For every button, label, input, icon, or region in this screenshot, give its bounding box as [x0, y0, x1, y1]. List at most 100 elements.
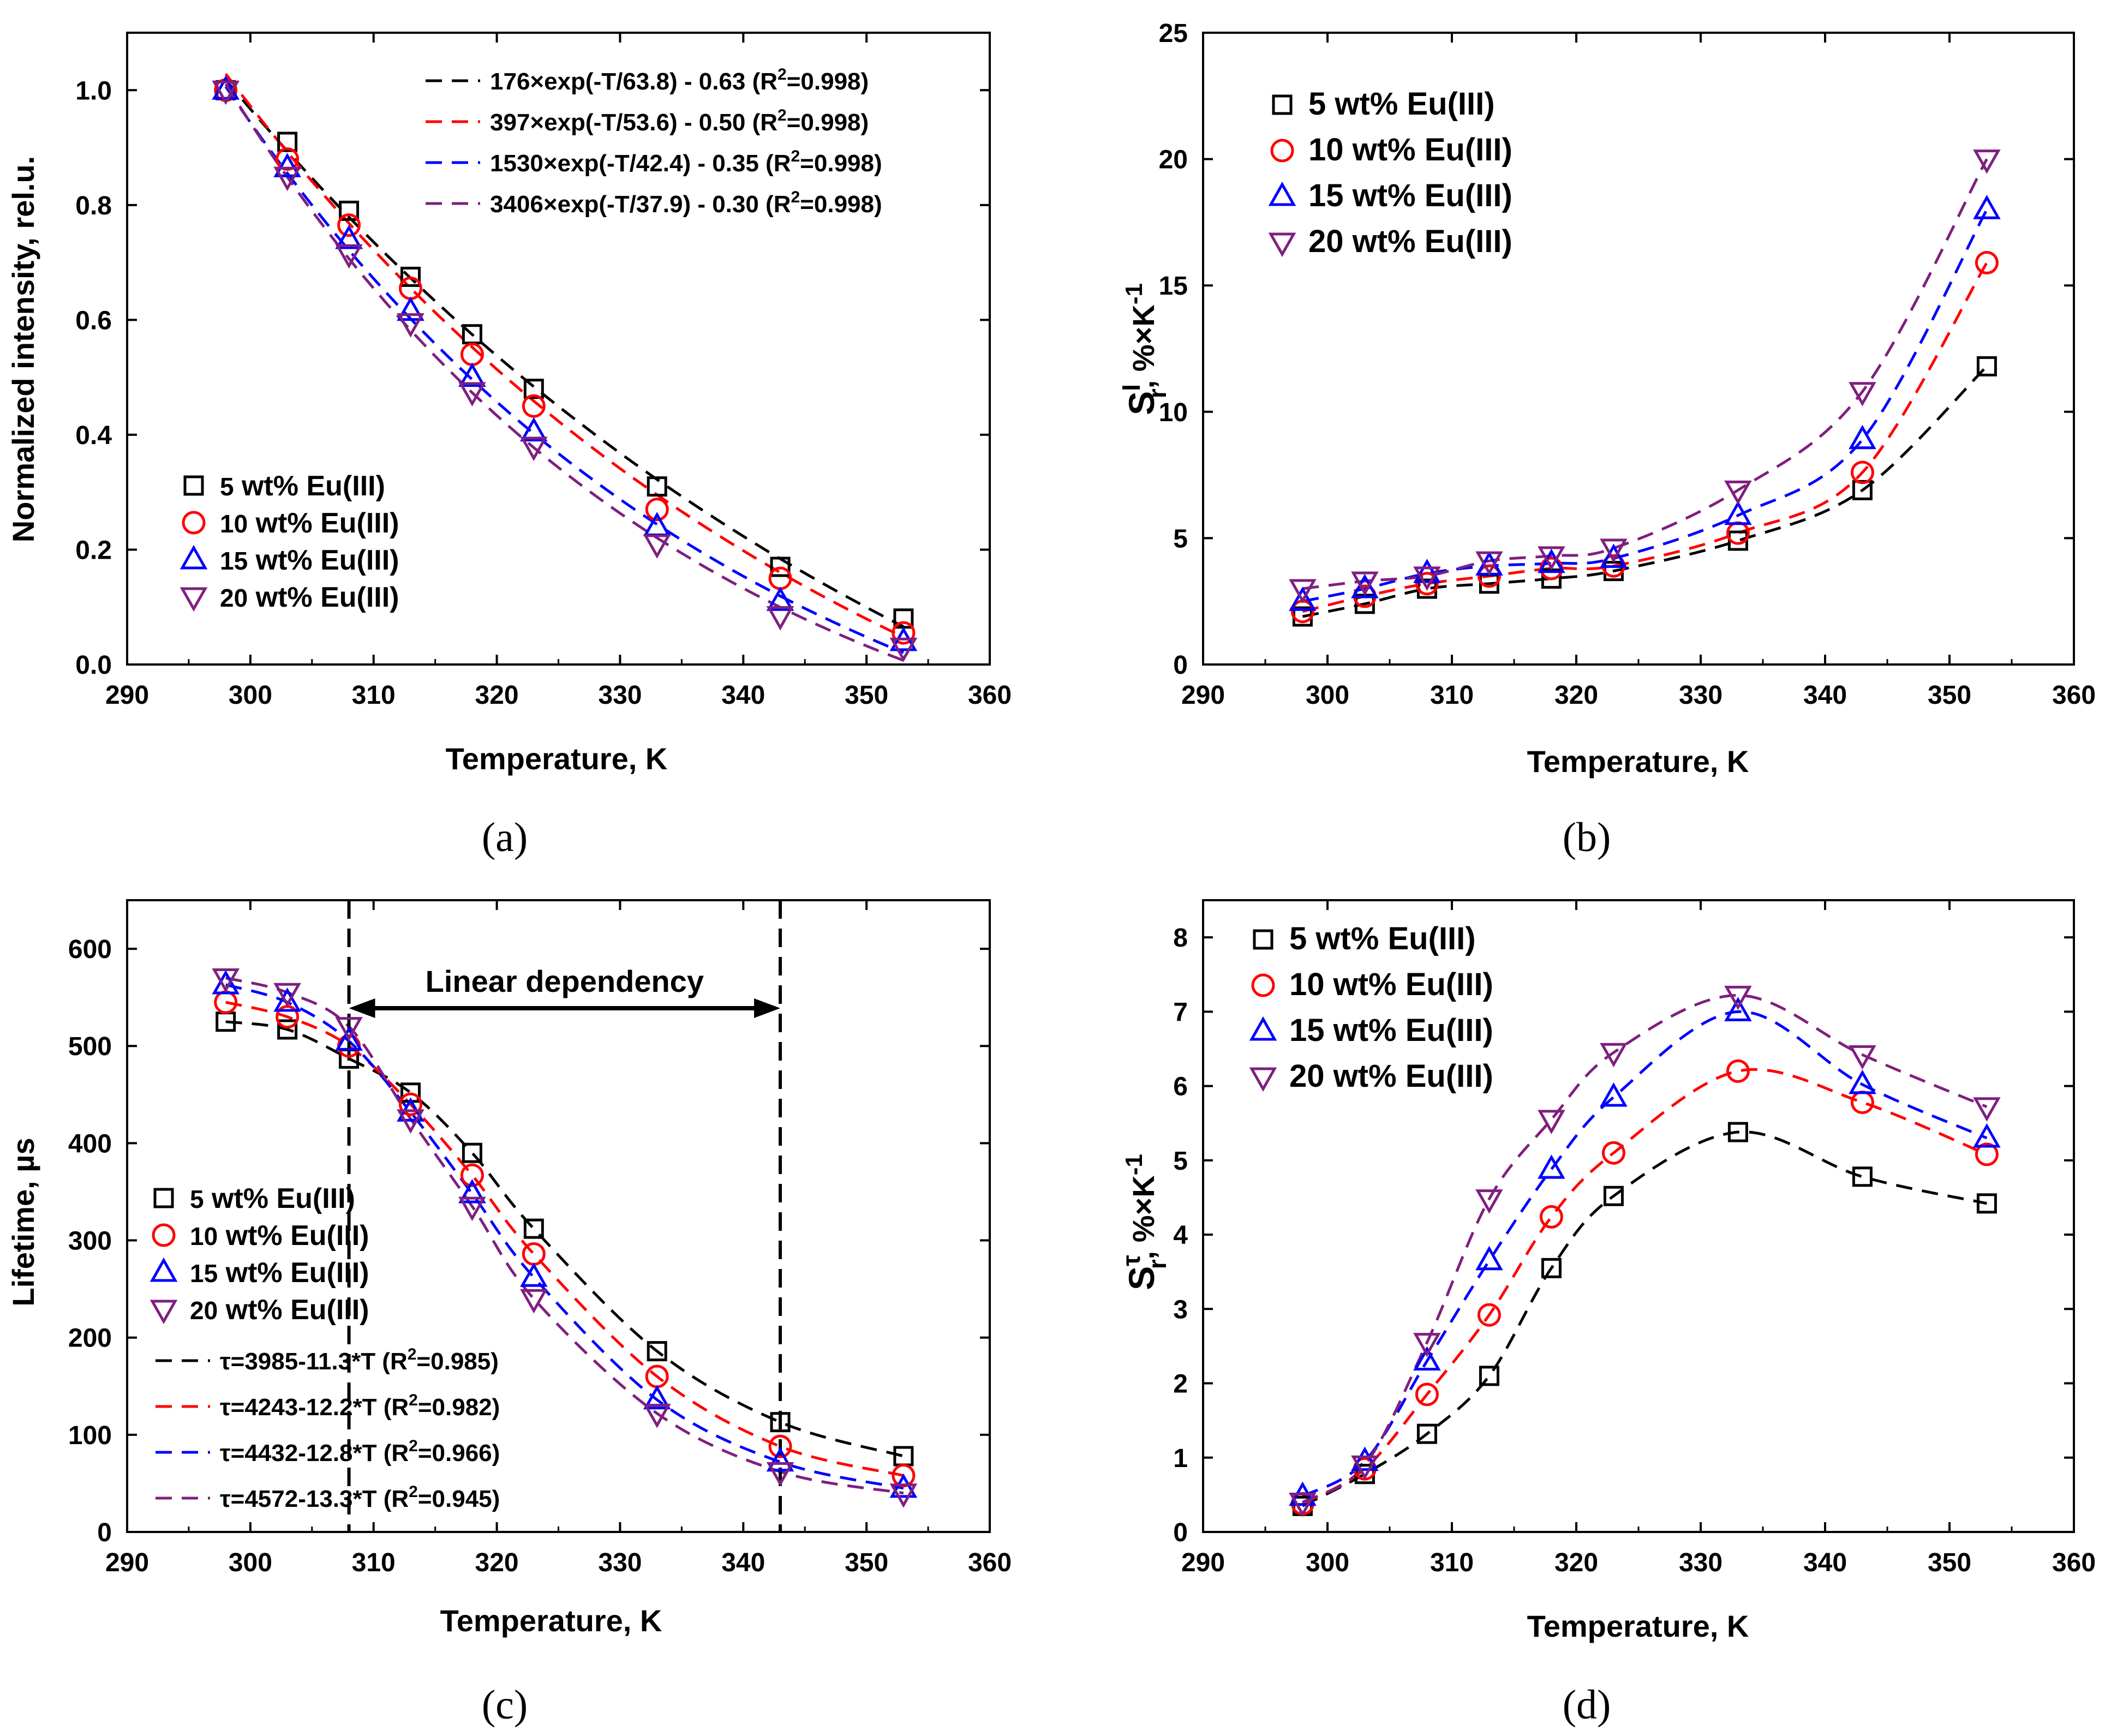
y-tick-label: 5	[1173, 1147, 1188, 1176]
x-tick-label: 300	[1306, 1548, 1349, 1577]
data-point	[1600, 1082, 1628, 1107]
data-point	[1976, 1193, 1997, 1214]
y-tick-label: 1.0	[75, 76, 112, 105]
data-point	[397, 1109, 424, 1134]
y-tick-label: 6	[1173, 1073, 1188, 1102]
data-point	[522, 394, 546, 418]
y-tick-label: 0	[97, 1518, 112, 1547]
y-tick-label: 300	[68, 1227, 112, 1256]
data-point	[1724, 500, 1752, 525]
legend-label-number: 10	[1289, 967, 1325, 1002]
x-tick-label: 340	[1803, 1548, 1847, 1577]
fit-equation-end: =0.982)	[418, 1394, 500, 1421]
legend-label: 5 wt% Eu(III)	[190, 1183, 355, 1214]
caption-letter: d	[1576, 1682, 1597, 1728]
panel-caption: (d)	[1563, 1682, 1611, 1728]
legend-marker	[149, 1257, 178, 1282]
fit-equation-sup: 2	[409, 1437, 418, 1455]
fit-curve	[1302, 1068, 1988, 1505]
y-tick-label: 20	[1159, 146, 1188, 175]
fit-curve	[225, 1001, 904, 1477]
caption-close: )	[1597, 1682, 1611, 1728]
data-point	[766, 1462, 794, 1487]
legend-label-number: 20	[1289, 1058, 1325, 1094]
legend-marker	[1249, 1016, 1277, 1041]
panel-d: 290 300 310 320 330 340 350 360 0 1 2 3 4 5 6 7 8 Tempera…	[1117, 899, 2096, 1728]
data-point	[1850, 460, 1874, 484]
fit-equation: τ=3985-11.3*T (R	[220, 1348, 408, 1375]
data-point	[458, 362, 486, 387]
x-tick-label: 340	[721, 1548, 765, 1577]
data-point	[520, 417, 548, 442]
y-axis-title: Normalized intensity, rel.u.	[6, 156, 40, 542]
data-point	[337, 213, 361, 237]
fit-equation-sup: 2	[791, 147, 800, 165]
data-point	[1475, 551, 1503, 576]
legend-label-text: wt% Eu(III)	[218, 1220, 369, 1252]
legend-label: 10 wt% Eu(III)	[220, 507, 399, 539]
caption-letter: c	[495, 1682, 514, 1728]
data-point	[273, 987, 301, 1012]
legend-marker	[1270, 139, 1294, 163]
data-point	[520, 1289, 548, 1314]
x-axis: 290 300 310 320 330 340 350 360	[1181, 900, 2096, 1577]
data-point	[768, 566, 792, 590]
data-point	[400, 266, 421, 287]
data-point	[212, 969, 240, 995]
y-title-superscript: τ	[1117, 1255, 1145, 1266]
y-tick-label: 400	[68, 1129, 112, 1158]
legend-label-text: wt% Eu(III)	[1325, 967, 1493, 1002]
fit-equation-end: =0.998)	[787, 109, 869, 136]
data-point	[1727, 1122, 1748, 1142]
fit-equation-sup: 2	[409, 1483, 418, 1501]
legend-label-number: 10	[1308, 132, 1344, 167]
x-tick-label: 300	[229, 681, 272, 710]
data-point	[766, 606, 794, 631]
data-point	[273, 983, 301, 1008]
data-point	[770, 556, 791, 577]
legend-label-number: 15	[190, 1259, 218, 1288]
legend-label-number: 15	[1289, 1013, 1325, 1048]
x-tick-label: 320	[1554, 1548, 1598, 1577]
data-point	[643, 1404, 671, 1428]
x-tick-label: 350	[845, 1548, 888, 1577]
fit-curve	[1302, 365, 1988, 618]
data-point	[1600, 543, 1628, 568]
fit-curve	[224, 86, 904, 654]
y-tick-label: 2	[1173, 1370, 1188, 1399]
legend-label: 15 wt% Eu(III)	[1289, 1013, 1493, 1048]
y-tick-label: 5	[1173, 524, 1188, 553]
legend-label: 5 wt% Eu(III)	[1308, 86, 1495, 122]
legend-label: 20 wt% Eu(III)	[190, 1294, 369, 1326]
y-tick-label: 0.0	[75, 651, 112, 680]
data-point	[1475, 1246, 1503, 1271]
x-tick-label: 360	[2052, 681, 2096, 710]
data-point	[1415, 1382, 1439, 1406]
data-point	[1538, 1110, 1565, 1134]
fit-legend-label: τ=4432-12.8*T (R2=0.966)	[220, 1437, 500, 1466]
legend-label-text: wt% Eu(III)	[248, 507, 399, 539]
legend-label-text: wt% Eu(III)	[1344, 224, 1512, 259]
y-title-exponent: -1	[1121, 283, 1147, 304]
legend-label: 20 wt% Eu(III)	[1308, 224, 1512, 259]
legend-label: 10 wt% Eu(III)	[1289, 967, 1493, 1002]
fit-curve	[1302, 1010, 1988, 1498]
legend-marker	[153, 1188, 174, 1208]
data-point	[1351, 1455, 1379, 1480]
legend-label-text: wt% Eu(III)	[248, 582, 399, 613]
legend-label: 15 wt% Eu(III)	[190, 1257, 369, 1289]
data-point	[397, 313, 424, 338]
y-title-units: , %×K	[1126, 304, 1161, 388]
data-points	[212, 75, 918, 662]
y-tick-label: 0	[1173, 651, 1188, 680]
legend-marker	[180, 587, 208, 612]
caption-close: )	[1597, 815, 1611, 860]
data-point	[273, 153, 301, 177]
fit-legend: τ=3985-11.3*T (R2=0.985)τ=4243-12.2*T (R…	[156, 1345, 500, 1512]
legend: 5 wt% Eu(III)10 wt% Eu(III)15 wt% Eu(III…	[180, 470, 399, 613]
data-point	[1849, 1045, 1876, 1070]
data-point	[1724, 985, 1752, 1010]
y-tick-label: 25	[1159, 19, 1188, 48]
fit-equation: 3406×exp(-T/37.9) - 0.30 (R	[490, 191, 791, 218]
data-point	[645, 498, 669, 522]
